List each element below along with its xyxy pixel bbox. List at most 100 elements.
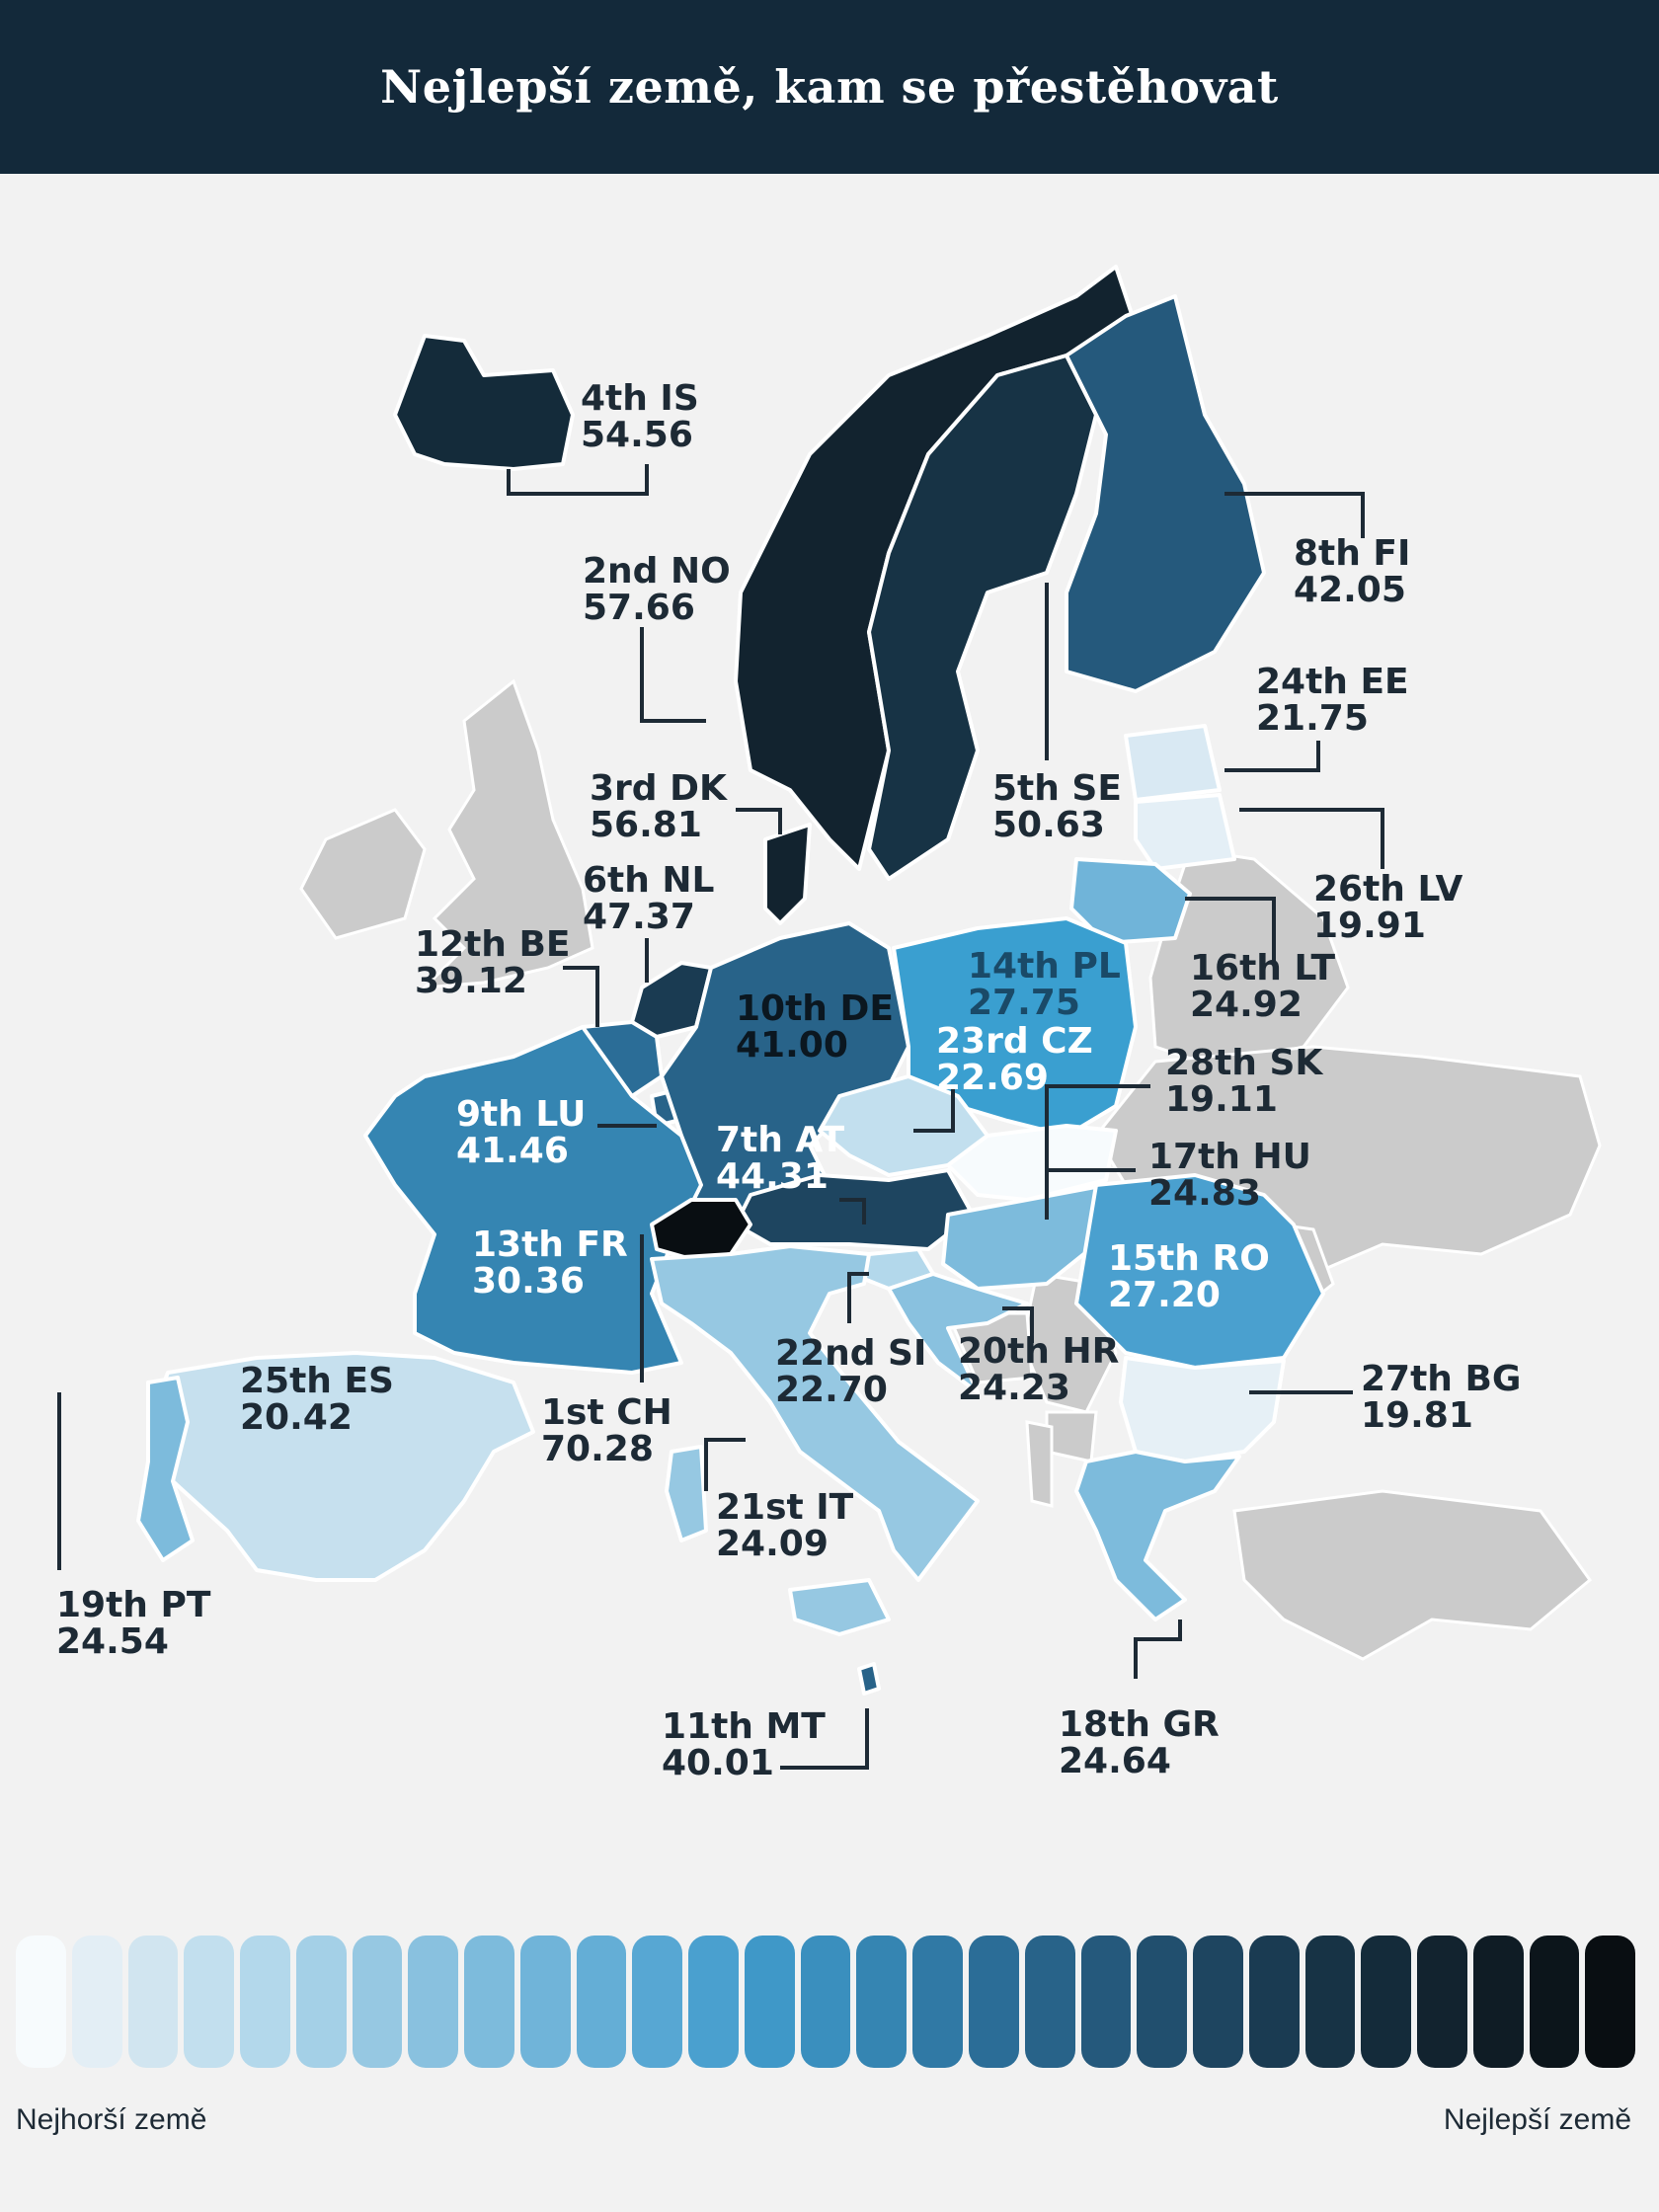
scale-swatch xyxy=(1417,1936,1467,2068)
label-ch-score: 70.28 xyxy=(541,1429,654,1469)
country-it xyxy=(650,1244,980,1582)
label-nl-rank: 6th NL xyxy=(583,860,715,901)
legend-worst-label: Nejhorší země xyxy=(16,2103,207,2136)
leader-ee xyxy=(1224,741,1320,772)
label-cz-rank: 23rd CZ xyxy=(936,1021,1093,1062)
leader-it xyxy=(704,1438,746,1491)
scale-swatch xyxy=(632,1936,683,2068)
scale-swatch xyxy=(1248,1936,1300,2068)
label-fi-score: 42.05 xyxy=(1294,570,1406,610)
label-lt-score: 24.92 xyxy=(1190,985,1303,1025)
label-at-score: 44.31 xyxy=(716,1156,829,1197)
color-scale xyxy=(16,1936,1636,2068)
country-gr xyxy=(1074,1450,1241,1621)
label-lu-rank: 9th LU xyxy=(456,1094,586,1135)
label-no-rank: 2nd NO xyxy=(583,551,731,592)
label-fr-rank: 13th FR xyxy=(472,1224,628,1265)
country-fi xyxy=(1065,294,1266,693)
country-hu xyxy=(941,1183,1108,1291)
country-pl xyxy=(892,916,1138,1138)
scale-swatch xyxy=(744,1936,795,2068)
label-se-score: 50.63 xyxy=(992,805,1105,845)
country-tr xyxy=(1232,1489,1593,1661)
leader-dk xyxy=(736,808,782,834)
label-de-score: 41.00 xyxy=(736,1025,848,1066)
scale-swatch xyxy=(71,1936,122,2068)
scale-swatch xyxy=(912,1936,964,2068)
label-ro-score: 27.20 xyxy=(1108,1275,1221,1315)
label-be-rank: 12th BE xyxy=(415,924,571,965)
country-se xyxy=(867,354,1098,881)
scale-swatch xyxy=(576,1936,627,2068)
label-si-rank: 22nd SI xyxy=(775,1333,926,1374)
label-lu-score: 41.46 xyxy=(456,1131,569,1171)
label-dk-score: 56.81 xyxy=(590,805,702,845)
country-ch xyxy=(650,1198,752,1261)
country-sk xyxy=(946,1124,1118,1202)
label-bg-score: 19.81 xyxy=(1361,1395,1473,1436)
label-fr-score: 30.36 xyxy=(472,1261,585,1302)
label-it-score: 24.09 xyxy=(716,1524,829,1564)
country-lt xyxy=(1069,857,1192,945)
label-ee-rank: 24th EE xyxy=(1256,662,1409,702)
scale-swatch xyxy=(464,1936,514,2068)
leader-hr xyxy=(1002,1306,1034,1343)
label-gr-score: 24.64 xyxy=(1059,1741,1171,1781)
leader-sk xyxy=(1045,1084,1150,1180)
scale-swatch xyxy=(1080,1936,1132,2068)
label-sk-rank: 28th SK xyxy=(1165,1043,1323,1083)
label-ro-rank: 15th RO xyxy=(1108,1238,1270,1279)
europe-map: 4th IS 54.56 2nd NO 57.66 8th FI 42.05 5… xyxy=(56,265,1602,1783)
label-lt-rank: 16th LT xyxy=(1190,948,1335,988)
leader-at xyxy=(839,1198,866,1224)
label-si-score: 22.70 xyxy=(775,1370,888,1410)
leader-fi xyxy=(1224,492,1365,538)
label-de-rank: 10th DE xyxy=(736,988,894,1029)
label-pl-score: 27.75 xyxy=(968,983,1080,1023)
scale-swatch xyxy=(800,1936,851,2068)
label-is-rank: 4th IS xyxy=(581,378,699,419)
leader-no xyxy=(640,627,706,723)
label-sk-score: 19.11 xyxy=(1165,1079,1278,1120)
ranked-countries xyxy=(136,265,1325,1696)
leader-be xyxy=(563,966,599,1027)
scale-swatch xyxy=(1024,1936,1075,2068)
label-pl-rank: 14th PL xyxy=(968,946,1121,987)
label-hu-rank: 17th HU xyxy=(1148,1137,1311,1177)
scale-swatch xyxy=(969,1936,1019,2068)
leader-mt xyxy=(780,1708,869,1770)
label-it-rank: 21st IT xyxy=(716,1487,854,1528)
country-es xyxy=(146,1351,535,1582)
leader-lt xyxy=(1185,897,1276,963)
label-es-rank: 25th ES xyxy=(240,1361,394,1401)
country-it-sicily xyxy=(788,1578,891,1636)
scale-swatch xyxy=(295,1936,347,2068)
scale-swatch xyxy=(408,1936,459,2068)
scale-swatch xyxy=(352,1936,403,2068)
scale-swatch xyxy=(688,1936,739,2068)
scale-swatch xyxy=(1137,1936,1188,2068)
scale-swatch xyxy=(240,1936,290,2068)
scale-swatch xyxy=(184,1936,235,2068)
leader-lines xyxy=(57,464,1384,1770)
country-al xyxy=(1025,1420,1054,1508)
country-hr xyxy=(887,1272,1029,1394)
scale-swatch xyxy=(1193,1936,1243,2068)
label-nl-score: 47.37 xyxy=(583,897,695,937)
country-pt xyxy=(136,1376,195,1562)
country-gb xyxy=(421,678,594,989)
scale-swatch xyxy=(1472,1936,1524,2068)
leader-si xyxy=(847,1272,869,1323)
label-bg-rank: 27th BG xyxy=(1361,1359,1521,1399)
label-se-rank: 5th SE xyxy=(992,768,1122,809)
label-dk-rank: 3rd DK xyxy=(590,768,728,809)
label-hr-score: 24.23 xyxy=(958,1368,1070,1408)
leader-cz xyxy=(913,1086,955,1133)
leader-lv xyxy=(1239,808,1384,869)
country-ie xyxy=(299,808,427,940)
page-title: Nejlepší země, kam se přestěhovat xyxy=(380,60,1279,114)
country-mk xyxy=(1045,1410,1098,1463)
label-lv-rank: 26th LV xyxy=(1313,869,1462,909)
label-pt-rank: 19th PT xyxy=(56,1585,211,1625)
label-cz-score: 22.69 xyxy=(936,1058,1049,1098)
